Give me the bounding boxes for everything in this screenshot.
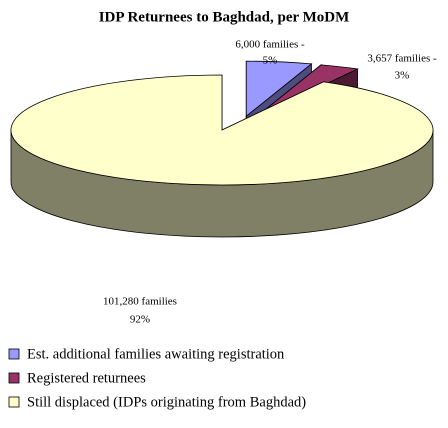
slice: [245, 60, 313, 118]
data-label: 92%: [130, 314, 150, 326]
data-label: 5%: [263, 55, 278, 67]
slice: [10, 74, 434, 186]
data-label-families: 101,280 families: [103, 296, 177, 308]
legend-label: Still displaced (IDPs originating from B…: [27, 394, 306, 410]
chart-title: IDP Returnees to Baghdad, per MoDM: [99, 9, 350, 25]
legend-swatch: [8, 372, 20, 384]
data-label-families: 6,000 families -: [235, 39, 305, 51]
legend-label: Registered returnees: [27, 370, 146, 386]
data-label-families: 3,657 families -: [367, 53, 437, 65]
legend-swatch: [8, 348, 20, 360]
data-label: 3%: [395, 70, 410, 82]
legend-label: Est. additional families awaiting regist…: [27, 346, 285, 362]
slice: [10, 74, 434, 238]
legend-swatch: [8, 396, 20, 408]
